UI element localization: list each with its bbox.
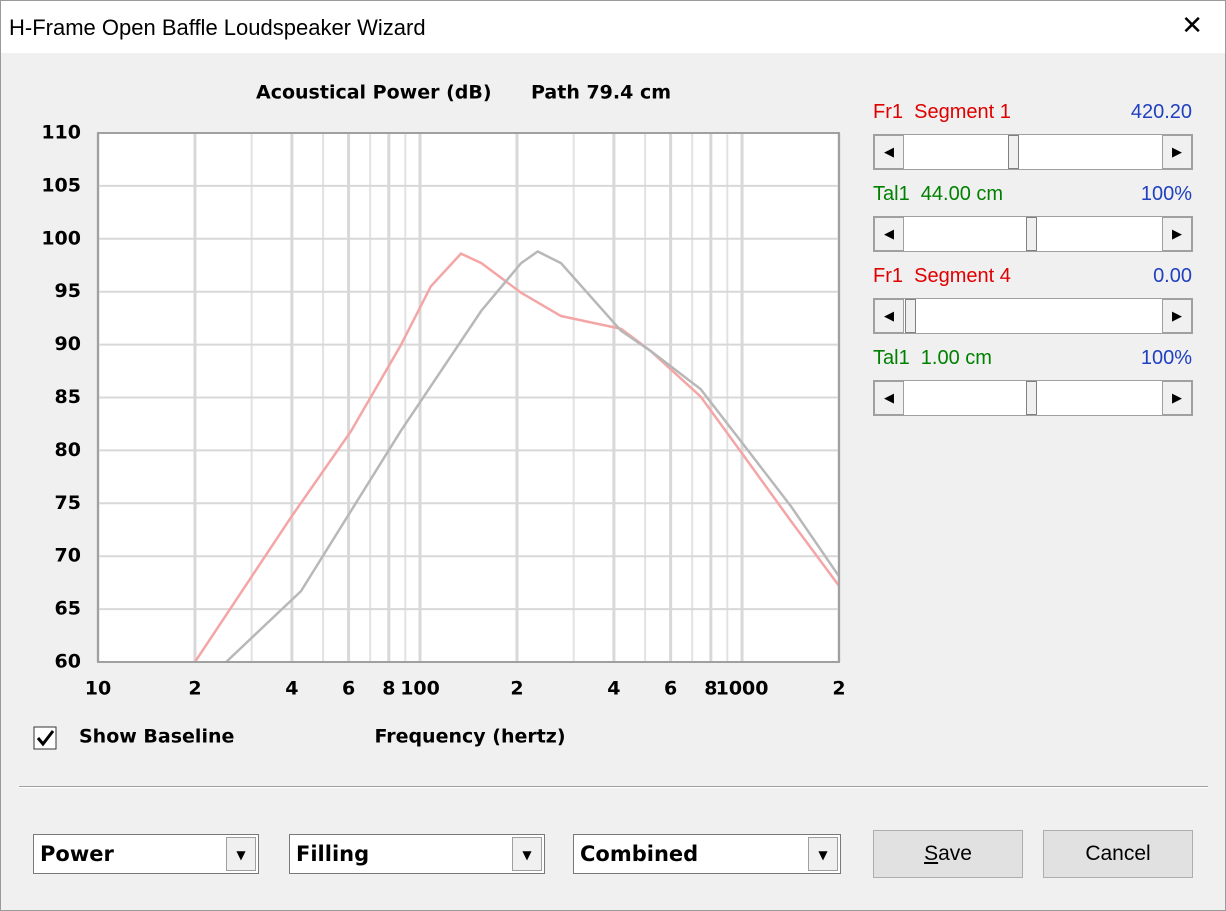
y-tick-label: 85 <box>55 386 81 408</box>
x-tick-label: 2 <box>188 678 201 700</box>
dropdown[interactable]: Combined ▼ <box>573 834 841 874</box>
y-tick-label: 95 <box>55 280 81 302</box>
slider-thumb[interactable] <box>905 299 916 333</box>
x-tick-label: 4 <box>607 678 620 700</box>
x-tick-label: 8 <box>382 678 395 700</box>
slider-left-arrow[interactable]: ◀ <box>874 381 904 415</box>
y-tick-label: 110 <box>41 122 81 144</box>
x-tick-label: 1000 <box>716 678 769 700</box>
chart-title: Acoustical Power (dB) <box>256 82 492 104</box>
slider-value: 100% <box>1140 183 1192 205</box>
chart-subtitle: Path 79.4 cm <box>531 82 671 104</box>
separator <box>19 786 1208 788</box>
x-tick-label: 100 <box>400 678 440 700</box>
y-tick-label: 105 <box>41 174 81 196</box>
y-tick-label: 100 <box>41 227 81 249</box>
slider-value: 420.20 <box>1130 101 1192 123</box>
line-series <box>225 250 839 662</box>
slider-value: 100% <box>1140 347 1192 369</box>
slider[interactable]: ◀ ▶ <box>873 380 1193 416</box>
dropdown-text: Power <box>40 842 114 866</box>
dropdown[interactable]: Power ▼ <box>33 834 259 874</box>
dropdown[interactable]: Filling ▼ <box>289 834 545 874</box>
dropdown-text: Filling <box>296 842 370 866</box>
slider-label: Fr1 Segment 1 <box>873 101 1011 123</box>
slider-right-arrow[interactable]: ▶ <box>1162 381 1192 415</box>
button[interactable]: Save <box>873 830 1023 878</box>
slider-right-arrow[interactable]: ▶ <box>1162 299 1192 333</box>
slider-label: Fr1 Segment 4 <box>873 265 1011 287</box>
slider-label: Tal1 44.00 cm <box>873 183 1004 205</box>
window-title: H-Frame Open Baffle Loudspeaker Wizard <box>9 15 426 40</box>
x-tick-label: 2 <box>510 678 523 700</box>
dropdown-arrow[interactable]: ▼ <box>512 837 542 871</box>
button-label: Cancel <box>1085 842 1151 865</box>
button-label: Save <box>924 842 972 865</box>
slider-value: 0.00 <box>1153 265 1192 287</box>
plot-border <box>97 132 840 663</box>
y-tick-label: 90 <box>55 333 81 355</box>
dropdown-text: Combined <box>580 842 699 866</box>
slider-thumb[interactable] <box>1026 217 1037 251</box>
x-tick-label: 2 <box>832 678 845 700</box>
button[interactable]: Cancel <box>1043 830 1193 878</box>
x-tick-label: 4 <box>285 678 298 700</box>
x-tick-label: 10 <box>85 678 111 700</box>
close-button[interactable]: ✕ <box>1181 11 1203 41</box>
checkbox[interactable] <box>33 726 57 750</box>
x-tick-label: 8 <box>704 678 717 700</box>
slider-left-arrow[interactable]: ◀ <box>874 299 904 333</box>
slider[interactable]: ◀ ▶ <box>873 134 1193 170</box>
x-axis-label: Frequency (hertz) <box>374 726 565 748</box>
checkbox-label[interactable]: Show Baseline <box>79 726 234 748</box>
checkmark <box>36 730 55 747</box>
slider-label: Tal1 1.00 cm <box>873 347 992 369</box>
title-bar: H-Frame Open Baffle Loudspeaker Wizard ✕ <box>1 1 1225 53</box>
slider[interactable]: ◀ ▶ <box>873 298 1193 334</box>
slider[interactable]: ◀ ▶ <box>873 216 1193 252</box>
slider-right-arrow[interactable]: ▶ <box>1162 217 1192 251</box>
slider-left-arrow[interactable]: ◀ <box>874 135 904 169</box>
slider-left-arrow[interactable]: ◀ <box>874 217 904 251</box>
y-tick-label: 80 <box>55 439 81 461</box>
slider-thumb[interactable] <box>1008 135 1019 169</box>
x-tick-label: 6 <box>664 678 677 700</box>
y-tick-label: 65 <box>55 598 81 620</box>
dropdown-arrow[interactable]: ▼ <box>226 837 256 871</box>
slider-thumb[interactable] <box>1026 381 1037 415</box>
y-tick-label: 70 <box>55 545 81 567</box>
x-tick-label: 6 <box>342 678 355 700</box>
line-series <box>193 252 839 662</box>
chart: Acoustical Power (dB) Path 79.4 cm Frequ… <box>33 82 846 750</box>
y-tick-label: 75 <box>55 492 81 514</box>
slider-right-arrow[interactable]: ▶ <box>1162 135 1192 169</box>
y-tick-label: 60 <box>55 651 81 673</box>
dropdown-arrow[interactable]: ▼ <box>808 837 838 871</box>
